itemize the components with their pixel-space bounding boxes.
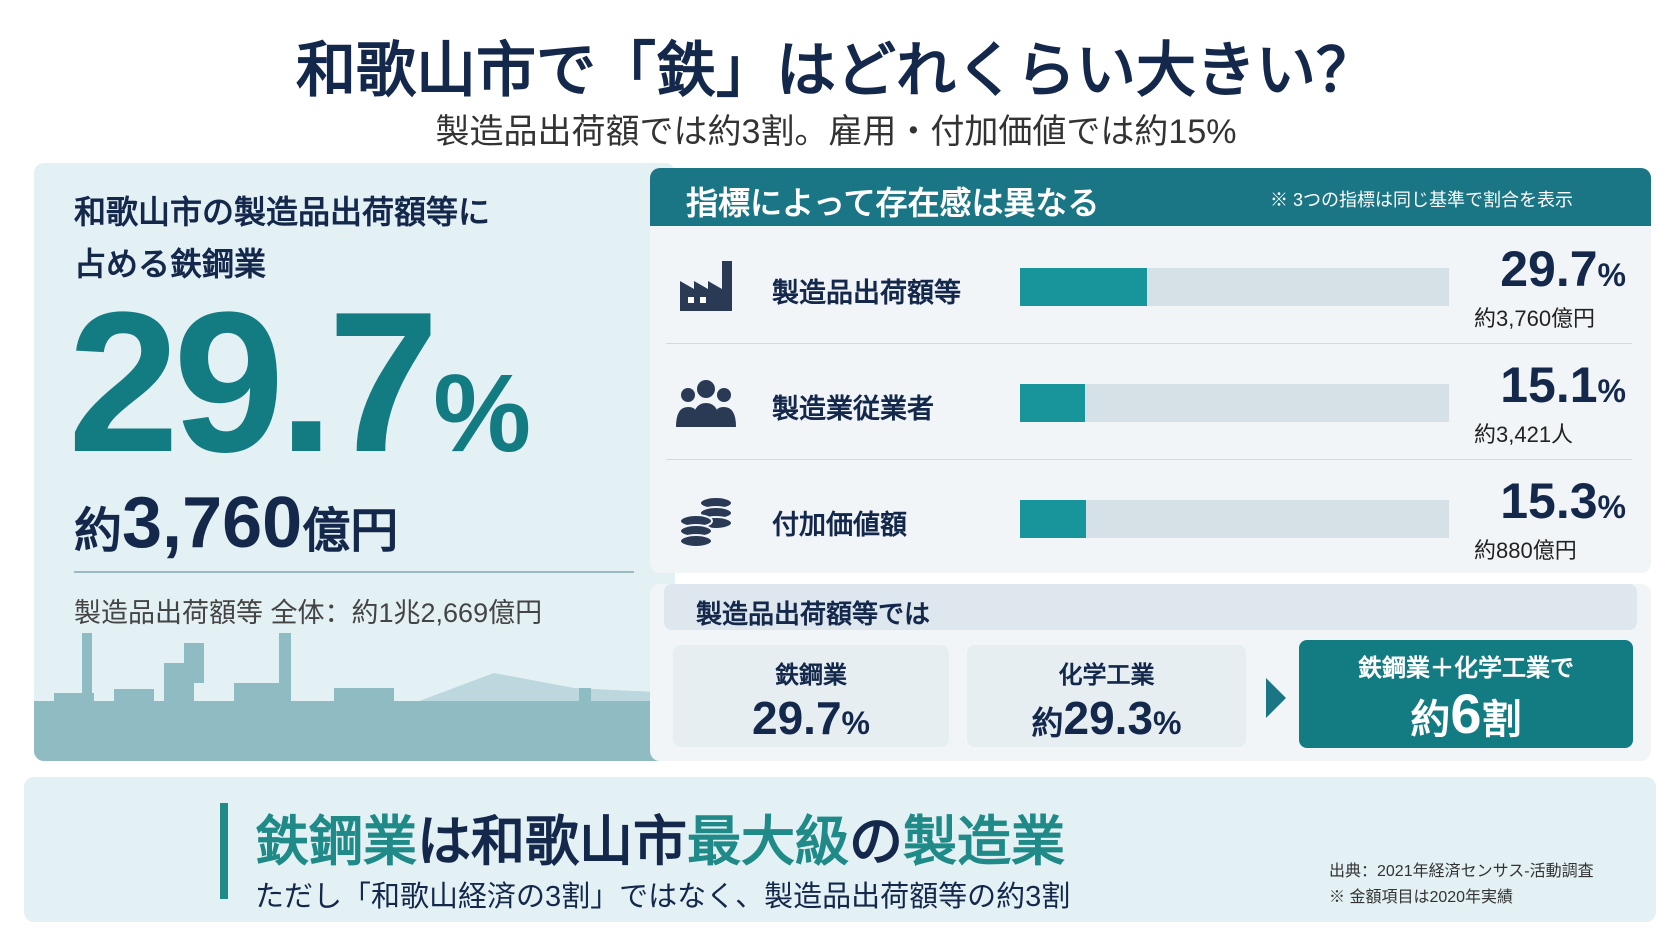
item-box: 鉄鋼業 29.7% [673,645,949,747]
comparison-panel: 製造品出荷額等では 鉄鋼業 29.7% 化学工業 約29.3% 鉄鋼業＋化学工業… [650,584,1651,761]
row-unit: % [1597,257,1626,293]
row-value: 15.3 [1500,473,1598,529]
footer-panel: 鉄鋼業は和歌山市最大級の製造業 ただし「和歌山経済の3割」ではなく、製造品出荷額… [24,777,1656,922]
headline: 鉄鋼業は和歌山市最大級の製造業 [255,797,1065,876]
footer-sub: ただし「和歌山経済の3割」ではなく、製造品出荷額等の約3割 [255,881,1071,913]
item-label: 鉄鋼業 [775,662,847,689]
row-value: 15.3% [1500,471,1626,544]
icon [679,496,733,548]
subtitle: 製造品出荷額では約3割。雇用・付加価値では約15% [435,113,1237,151]
row-detail: 約880億円 [1474,538,1577,563]
separator [666,343,1632,344]
row-detail: 約3,760億円 [1474,306,1596,331]
indicators-header [650,168,1651,226]
indicators-note: ※ 3つの指標は同じ基準で割合を表示 [1270,190,1574,210]
percent-value: 29.7 [68,271,439,494]
title: 和歌山市で「鉄」はどれくらい大きい？ [296,37,1376,104]
left-panel: 和歌山市の製造品出荷額等に 占める鉄鋼業 29.7% 約3,760億円 製造品出… [34,163,675,761]
amount-prefix: 約 [74,505,123,558]
indicators-title: 指標によって存在感は異なる [686,185,1100,221]
bar [1020,384,1085,422]
left-heading: 占める鉄鋼業 [74,246,267,282]
item-value: 29.3 [1063,692,1154,744]
item-unit: % [1153,705,1182,741]
indicators-panel: 指標によって存在感は異なる ※ 3つの指標は同じ基準で割合を表示 [650,168,1651,573]
bar [1020,268,1148,306]
row-unit: % [1597,489,1626,525]
icon [680,261,732,311]
skyline [34,633,675,761]
icon [676,380,736,427]
bar-track [1020,500,1449,538]
headline-part: 製造業 [903,812,1065,872]
amount-unit: 億円 [302,505,399,558]
big-percent: 29.7% [68,273,531,557]
result-box: 鉄鋼業＋化学工業で 約6割 [1299,640,1633,748]
amount-value: 3,760 [122,483,303,563]
arrow [1266,678,1286,718]
accent-bar [220,803,228,899]
item-value: 29.7 [752,692,842,744]
percent-unit: % [433,352,532,475]
headline-part: 鉄鋼業 [255,812,417,872]
headline-part: は和歌山市 [417,812,687,872]
row-unit: % [1597,373,1626,409]
separator [666,459,1632,460]
headline-part: 最大級 [687,812,849,872]
bar-track [1020,384,1449,422]
source: 出典：2021年経済センサス-活動調査 [1329,863,1594,880]
amount: 約3,760億円 [74,483,398,583]
row-label: 製造品出荷額等 [772,278,961,308]
item-prefix: 約 [1031,705,1064,741]
result-unit: 割 [1481,698,1522,742]
comparison-header [664,584,1637,630]
row-value: 15.1% [1500,355,1626,428]
row-detail: 約3,421人 [1474,422,1574,447]
divider [74,571,634,573]
bar [1020,500,1086,538]
result-value: 6 [1450,682,1482,745]
comparison-title: 製造品出荷額等では [696,599,931,629]
row-label: 付加価値額 [772,510,907,540]
row-value: 29.7% [1500,239,1626,312]
left-heading: 和歌山市の製造品出荷額等に [74,194,491,230]
item-unit: % [841,705,870,741]
row-value: 29.7 [1500,241,1598,297]
result-label: 鉄鋼業＋化学工業で [1358,655,1574,682]
headline-part: の [849,812,903,872]
item-box: 化学工業 約29.3% [967,645,1246,747]
row-value: 15.1 [1500,357,1598,413]
item-label: 化学工業 [1058,662,1155,689]
row-label: 製造業従業者 [772,394,934,424]
result-prefix: 約 [1410,698,1451,742]
source-note: ※ 金額項目は2020年実績 [1329,889,1514,906]
total: 製造品出荷額等 全体：約1兆2,669億円 [74,598,543,628]
